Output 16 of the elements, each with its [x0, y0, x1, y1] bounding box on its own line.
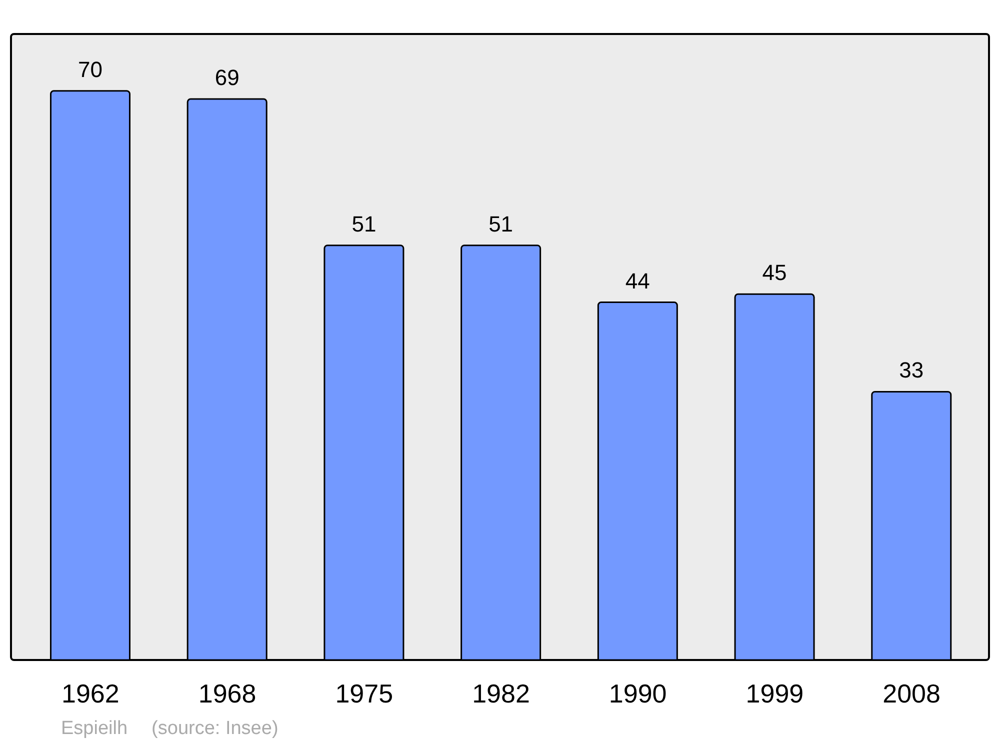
- data-label: 44: [625, 268, 650, 294]
- data-label: 51: [488, 211, 514, 236]
- x-tick-label: 1962: [62, 678, 120, 708]
- data-label: 51: [352, 211, 376, 236]
- x-tick-label: 2008: [882, 678, 940, 708]
- data-label: 45: [762, 260, 787, 286]
- x-tick-label: 1990: [608, 678, 667, 708]
- x-tick-label: 1999: [746, 678, 804, 708]
- text: (source: Insee): [152, 718, 278, 740]
- text: Espieilh: [61, 718, 128, 740]
- data-label: 70: [78, 56, 102, 82]
- x-tick-label: 1975: [335, 678, 394, 708]
- x-tick-label: 1982: [472, 678, 530, 708]
- data-label: 33: [899, 358, 924, 383]
- x-tick-label: 1968: [198, 678, 256, 708]
- data-label: 69: [214, 65, 240, 90]
